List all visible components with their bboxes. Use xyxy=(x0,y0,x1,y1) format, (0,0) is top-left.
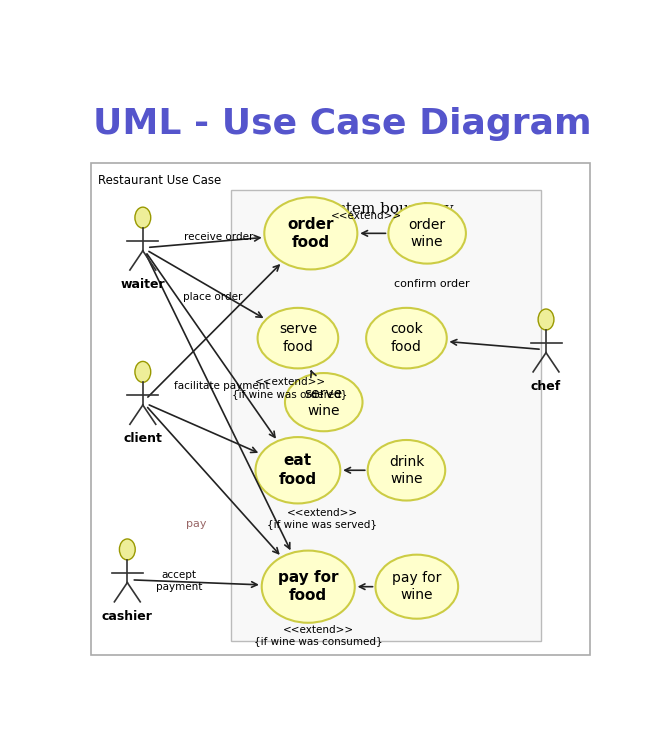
Text: <<extend>>
{if wine was ordered}: <<extend>> {if wine was ordered} xyxy=(233,377,348,398)
Text: confirm order: confirm order xyxy=(394,279,469,289)
Text: UML - Use Case Diagram: UML - Use Case Diagram xyxy=(93,107,591,141)
Text: cashier: cashier xyxy=(102,610,153,623)
Text: eat
food: eat food xyxy=(279,454,317,487)
Text: Restaurant Use Case: Restaurant Use Case xyxy=(98,174,221,187)
Text: <<extend>>
{if wine was consumed}: <<extend>> {if wine was consumed} xyxy=(254,624,383,646)
Text: System boundary: System boundary xyxy=(319,203,453,216)
Text: <<extend>>
{if wine was served}: <<extend>> {if wine was served} xyxy=(267,507,378,529)
Ellipse shape xyxy=(264,197,358,269)
Ellipse shape xyxy=(368,440,446,500)
FancyBboxPatch shape xyxy=(231,190,541,641)
Text: chef: chef xyxy=(531,380,561,393)
Ellipse shape xyxy=(119,539,135,560)
Text: waiter: waiter xyxy=(121,278,165,291)
Ellipse shape xyxy=(388,203,466,264)
Text: <<extend>>: <<extend>> xyxy=(331,211,402,222)
Text: facilitate payment: facilitate payment xyxy=(174,382,269,392)
Ellipse shape xyxy=(257,308,338,368)
Text: cook
food: cook food xyxy=(390,323,423,354)
Ellipse shape xyxy=(135,361,151,383)
Ellipse shape xyxy=(285,373,363,431)
Ellipse shape xyxy=(376,555,458,618)
Text: receive order: receive order xyxy=(184,232,253,243)
Text: pay for
wine: pay for wine xyxy=(392,571,442,603)
Text: client: client xyxy=(123,432,162,445)
Ellipse shape xyxy=(538,309,554,330)
Ellipse shape xyxy=(366,308,447,368)
Text: pay for
food: pay for food xyxy=(278,570,338,603)
Text: order
wine: order wine xyxy=(409,218,446,249)
Text: serve
wine: serve wine xyxy=(305,386,343,418)
Text: drink
wine: drink wine xyxy=(389,454,424,486)
Ellipse shape xyxy=(255,437,340,503)
Text: order
food: order food xyxy=(287,216,334,250)
Text: place order: place order xyxy=(183,293,243,302)
FancyBboxPatch shape xyxy=(91,163,590,655)
Ellipse shape xyxy=(261,550,355,623)
Ellipse shape xyxy=(135,207,151,228)
Text: accept
payment: accept payment xyxy=(156,570,202,592)
Text: pay: pay xyxy=(185,519,206,529)
Text: serve
food: serve food xyxy=(279,323,317,354)
